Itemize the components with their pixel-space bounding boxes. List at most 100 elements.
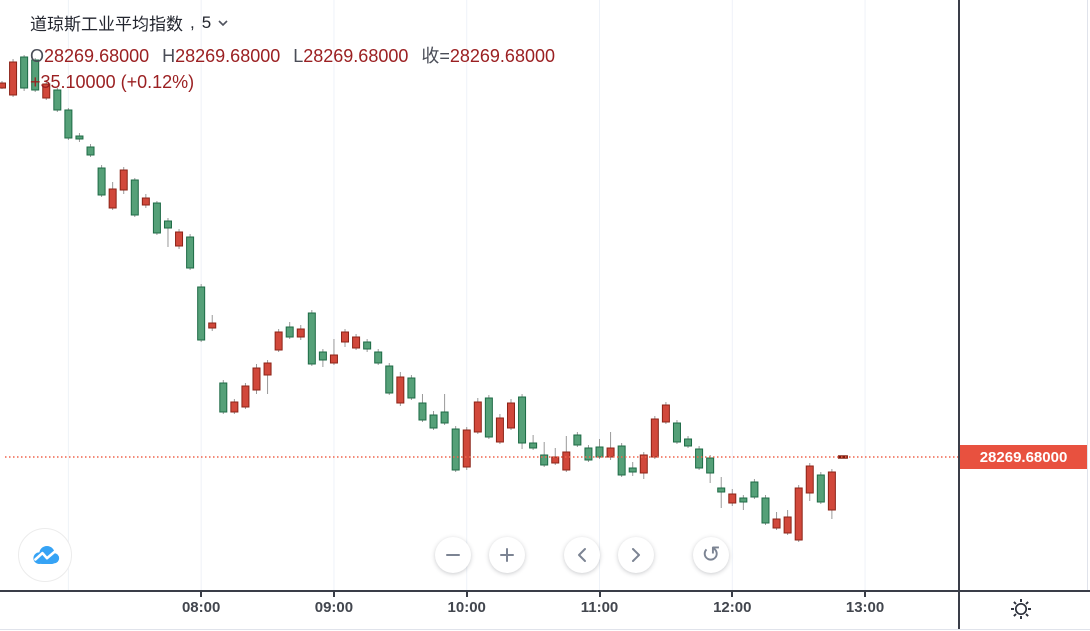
time-axis-settings-button[interactable] [1010,598,1032,620]
chevron-right-icon [632,548,640,562]
time-label: 09:00 [314,599,354,616]
scroll-left-button[interactable] [564,537,600,573]
candle-09:30 [396,372,405,406]
candle-body [772,518,781,529]
candle-08:35 [274,329,283,352]
time-tick [864,592,867,597]
candle-body [584,447,593,461]
chart-nav-controls: ↺ [0,537,958,573]
candle-11:45 [695,446,704,470]
candle-body [274,331,283,351]
bottom-edge-line [0,629,1090,630]
candle-body [672,422,681,443]
candle-body [805,465,814,494]
candle-07:05 [75,133,84,142]
candle-08:30 [263,360,272,394]
candle-11:55 [717,477,726,508]
candle-10:10 [484,395,493,439]
candle-body [794,487,803,541]
time-label: 12:00 [713,599,752,616]
candle-body [86,146,95,156]
candle-07:00 [64,108,73,140]
candle-body [263,362,272,376]
candle-body [440,411,449,424]
candle-11:20 [639,452,648,479]
candle-10:55 [584,445,593,462]
chevron-left-icon [578,548,586,562]
candle-body [374,351,383,364]
candle-body [307,312,316,365]
candle-body [462,429,471,468]
candle-body [739,497,748,503]
candle-07:40 [152,201,161,235]
candle-09:40 [418,394,427,422]
candle-11:35 [672,420,681,444]
candle-body [617,445,626,476]
candle-12:35 [805,463,814,501]
candle-11:10 [617,443,626,477]
sun-gear-icon [1011,599,1031,619]
candle-09:05 [341,329,350,347]
candle-body [650,418,659,458]
candle-10:20 [506,399,515,430]
candle-body [0,82,6,89]
zoom-in-button[interactable] [489,537,525,573]
time-axis-border [0,590,1090,592]
candle-10:30 [529,435,538,450]
candle-12:00 [728,489,737,506]
candle-12:10 [750,479,759,499]
candle-09:45 [429,411,438,430]
time-tick [332,592,335,597]
candlestick-chart[interactable] [0,0,958,590]
candle-10:15 [495,414,504,444]
zoom-out-button[interactable] [435,537,471,573]
candle-07:25 [119,167,128,194]
candle-body [518,396,527,444]
reset-view-button[interactable]: ↺ [693,537,729,573]
candle-body [595,446,604,458]
candle-10:45 [562,436,571,472]
time-tick [731,592,734,597]
candle-12:50 [837,455,848,459]
candle-07:55 [186,234,195,270]
candle-09:50 [440,394,449,425]
candle-body [163,220,172,229]
price-axis-border [958,0,960,629]
candle-12:30 [794,485,803,542]
scroll-right-button[interactable] [618,537,654,573]
time-axis[interactable]: 08:00 09:00 10:00 11:00 12:00 13:00 [0,590,1090,629]
interval-value[interactable]: 5 [201,12,212,32]
candle-body [717,487,726,493]
symbol-title-row[interactable]: 道琼斯工业平均指数, 5 [30,10,568,35]
candle-07:30 [130,178,139,217]
time-label: 13:00 [845,599,885,616]
candle-body [352,336,361,349]
candle-09:55 [451,426,460,472]
candle-11:00 [595,439,604,459]
candle-body [208,322,217,329]
candle-body [606,447,615,458]
candle-body [573,434,582,446]
current-price-label: 28269.68000 [960,445,1087,469]
tradingview-logo[interactable] [18,528,72,582]
candle-10:40 [551,448,560,465]
candle-12:20 [772,512,781,530]
minus-icon [446,554,460,556]
candle-07:50 [175,229,184,249]
candle-body [639,454,648,474]
candle-11:40 [684,436,693,448]
candle-06:30 [0,81,6,89]
candle-body [152,202,161,234]
candle-08:45 [296,325,305,340]
candle-body [816,474,825,503]
cloud-logo-icon [33,546,60,564]
plus-icon [500,548,514,562]
candle-body [64,109,73,139]
candle-09:25 [385,363,394,395]
chevron-down-icon[interactable] [218,19,228,26]
candle-12:40 [816,472,825,504]
candle-body [175,231,184,247]
candle-body [241,385,250,408]
candle-body [407,377,416,399]
candle-08:10 [219,380,228,414]
